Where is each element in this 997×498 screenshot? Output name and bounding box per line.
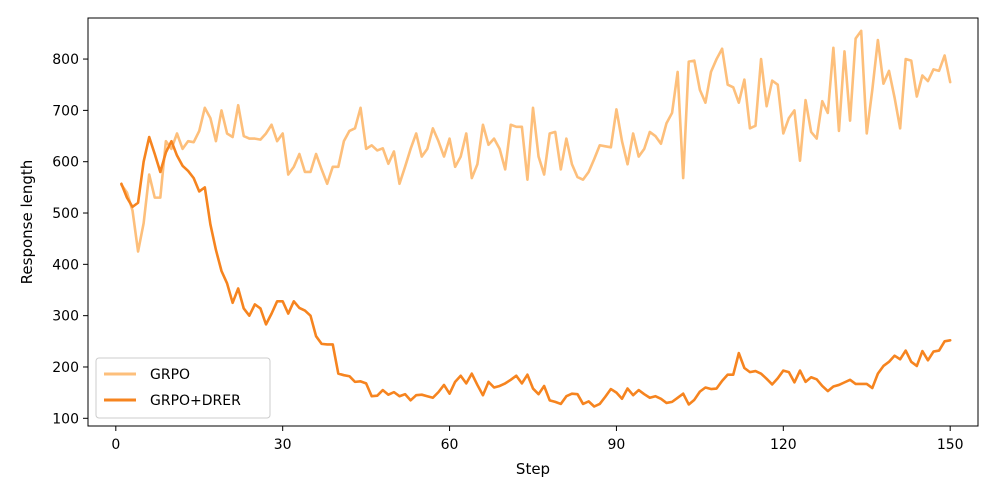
series-line-grpo-drer bbox=[120, 135, 952, 408]
x-axis-ticks: 0 30 60 90 120 150 bbox=[111, 426, 964, 453]
plot-frame bbox=[87, 17, 979, 427]
y-tick-label: 200 bbox=[52, 360, 79, 376]
legend-label-grpo: GRPO bbox=[150, 367, 190, 383]
x-tick-label: 150 bbox=[937, 437, 964, 453]
y-tick-label: 400 bbox=[52, 257, 79, 273]
y-tick-label: 300 bbox=[52, 309, 79, 325]
x-tick-label: 30 bbox=[274, 437, 292, 453]
y-tick-label: 800 bbox=[52, 52, 79, 68]
x-tick-label: 90 bbox=[608, 437, 626, 453]
legend-box bbox=[95, 357, 271, 419]
y-tick-label: 700 bbox=[52, 103, 79, 119]
x-axis-label: Step bbox=[516, 460, 550, 478]
x-tick-label: 0 bbox=[111, 437, 120, 453]
legend-label-grpo-drer: GRPO+DRER bbox=[150, 393, 241, 409]
y-axis-ticks: 100 200 300 400 500 600 700 800 bbox=[52, 52, 88, 427]
y-tick-label: 600 bbox=[52, 155, 79, 171]
y-tick-label: 100 bbox=[52, 411, 79, 427]
legend: GRPO GRPO+DRER bbox=[95, 357, 271, 419]
x-tick-label: 120 bbox=[770, 437, 797, 453]
y-tick-label: 500 bbox=[52, 206, 79, 222]
y-axis-label: Response length bbox=[18, 160, 36, 285]
series-line-grpo bbox=[120, 29, 952, 253]
x-tick-label: 60 bbox=[441, 437, 459, 453]
series-layer bbox=[120, 29, 952, 408]
